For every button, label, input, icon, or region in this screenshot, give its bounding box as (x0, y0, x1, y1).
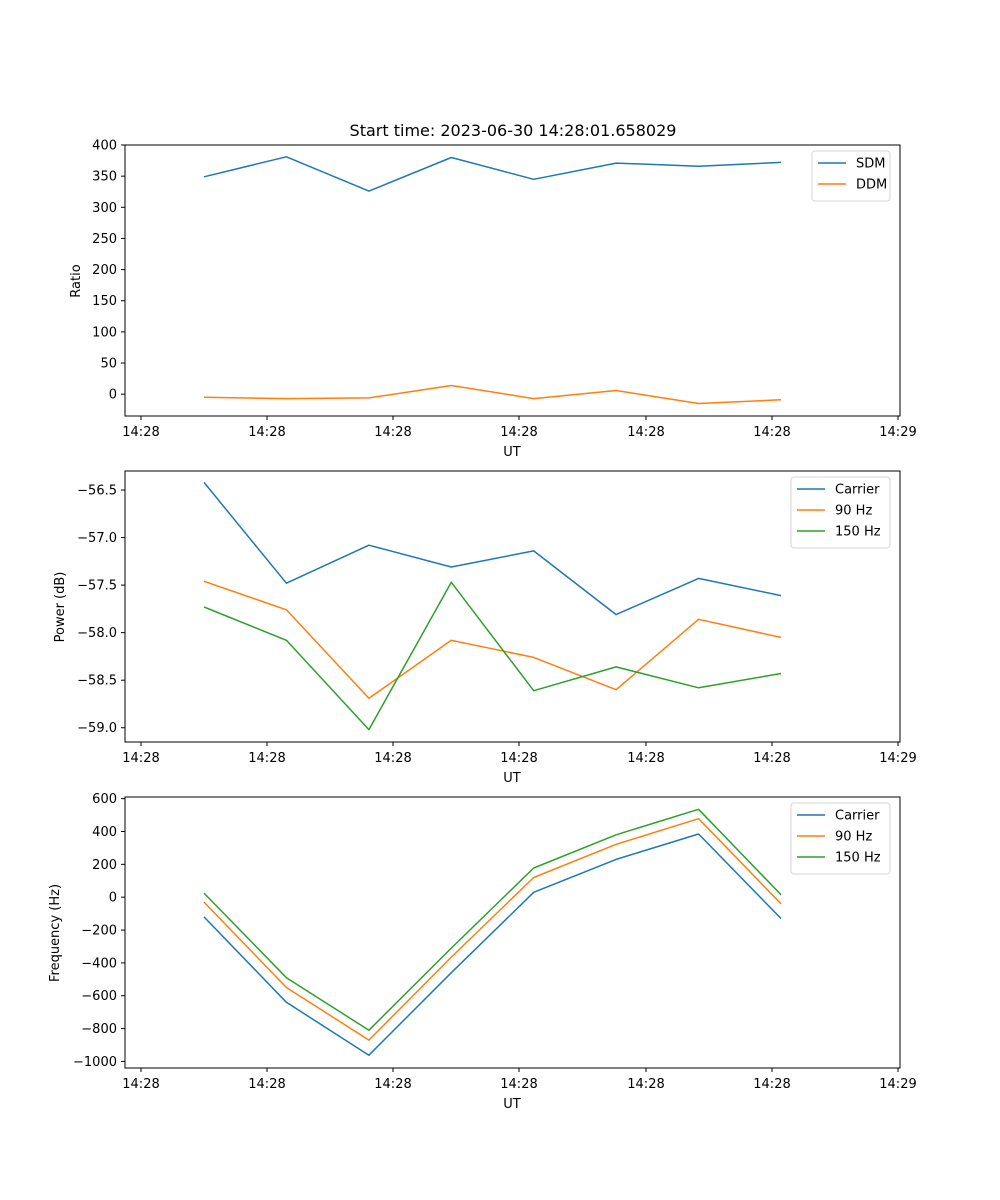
frequency-y-tick-label: 200 (92, 858, 117, 873)
power-x-axis-label: UT (503, 771, 521, 786)
power-legend-label: Carrier (835, 483, 880, 498)
ratio-x-axis-label: UT (503, 445, 521, 460)
power-series-line-carrier (203, 481, 782, 616)
ratio-axes: 14:28 14:28 14:28 14:28 14:28 14:28 14:29 0 50 10… (92, 139, 917, 441)
frequency-y-tick-label: −1000 (73, 1055, 117, 1070)
ratio-y-tick-label: 250 (92, 232, 117, 247)
power-x-tick-label: 14:28 (500, 751, 537, 766)
ratio-series-line-ddm (203, 384, 782, 405)
power-legend-label: 90 Hz (835, 504, 872, 519)
ratio-legend-label: SDM (856, 157, 885, 172)
frequency-y-tick-label: 0 (109, 891, 117, 906)
power-x-tick-label: 14:28 (248, 751, 285, 766)
ratio-y-tick-label: 400 (92, 139, 117, 154)
frequency-x-tick-label: 14:28 (248, 1077, 285, 1092)
ratio-series-line-sdm (203, 156, 782, 192)
frequency-x-tick-label: 14:28 (500, 1077, 537, 1092)
power-series (203, 481, 782, 731)
ratio-y-tick-label: 150 (92, 294, 117, 309)
frequency-y-tick-label: 600 (92, 792, 117, 807)
ratio-x-tick-label: 14:28 (627, 425, 664, 440)
frequency-y-tick-label: −800 (81, 1022, 117, 1037)
power-series-line-150-hz (203, 581, 782, 731)
frequency-x-tick-label: 14:28 (374, 1077, 411, 1092)
frequency-legend-label: Carrier (835, 809, 880, 824)
ratio-y-tick-label: 0 (109, 388, 117, 403)
power-legend: Carrier 90 Hz 150 Hz (790, 476, 891, 549)
ratio-panel: 14:28 14:28 14:28 14:28 14:28 14:28 14:29 0 50 10… (69, 139, 917, 461)
ratio-y-tick-label: 100 (92, 325, 117, 340)
power-x-tick-label: 14:28 (374, 751, 411, 766)
ratio-x-tick-label: 14:28 (753, 425, 790, 440)
power-plot-frame (124, 470, 901, 743)
ratio-series (203, 156, 782, 405)
ratio-x-tick-label: 14:28 (248, 425, 285, 440)
frequency-legend-label: 90 Hz (835, 830, 872, 845)
power-y-tick-label: −57.5 (77, 579, 117, 594)
power-series-line-90-hz (203, 580, 782, 700)
ratio-plot-frame (124, 144, 901, 417)
ratio-y-tick-label: 350 (92, 170, 117, 185)
frequency-x-tick-label: 14:28 (122, 1077, 159, 1092)
frequency-x-tick-label: 14:28 (627, 1077, 664, 1092)
power-y-tick-label: −59.0 (77, 721, 117, 736)
frequency-axes: 14:28 14:28 14:28 14:28 14:28 14:28 14:29 −1000… (73, 792, 917, 1092)
frequency-y-axis-label: Frequency (Hz) (48, 884, 63, 982)
power-x-tick-label: 14:28 (627, 751, 664, 766)
power-x-tick-label: 14:28 (753, 751, 790, 766)
frequency-panel: 14:28 14:28 14:28 14:28 14:28 14:28 14:29 −1000… (48, 792, 917, 1112)
ratio-y-tick-label: 50 (100, 357, 117, 372)
ratio-legend-label: DDM (856, 178, 887, 193)
frequency-series-line-150-hz (203, 808, 782, 1031)
frequency-series (203, 808, 782, 1056)
power-y-tick-label: −56.5 (77, 484, 117, 499)
frequency-y-tick-label: 400 (92, 825, 117, 840)
power-legend-label: 150 Hz (835, 525, 881, 540)
frequency-legend-label: 150 Hz (835, 851, 881, 866)
ratio-y-tick-label: 200 (92, 263, 117, 278)
power-y-axis-label: Power (dB) (53, 572, 68, 643)
figure-title: Start time: 2023-06-30 14:28:01.658029 (350, 121, 677, 140)
ratio-y-axis-label: Ratio (69, 264, 84, 297)
ratio-y-tick-label: 300 (92, 201, 117, 216)
frequency-x-tick-label: 14:29 (879, 1077, 916, 1092)
ratio-legend: SDM DDM (811, 150, 891, 202)
power-x-tick-label: 14:28 (122, 751, 159, 766)
frequency-x-tick-label: 14:28 (753, 1077, 790, 1092)
ratio-x-tick-label: 14:28 (500, 425, 537, 440)
frequency-y-tick-label: −600 (81, 989, 117, 1004)
ratio-x-tick-label: 14:29 (879, 425, 916, 440)
frequency-series-line-carrier (203, 833, 782, 1056)
ratio-x-tick-label: 14:28 (122, 425, 159, 440)
power-y-tick-label: −57.0 (77, 531, 117, 546)
frequency-series-line-90-hz (203, 817, 782, 1041)
frequency-plot-frame (124, 796, 901, 1069)
power-y-tick-label: −58.0 (77, 626, 117, 641)
power-y-tick-label: −58.5 (77, 674, 117, 689)
frequency-x-axis-label: UT (503, 1097, 521, 1112)
power-axes: 14:28 14:28 14:28 14:28 14:28 14:28 14:29 −59.0… (77, 470, 917, 766)
frequency-y-tick-label: −400 (81, 956, 117, 971)
frequency-legend: Carrier 90 Hz 150 Hz (790, 802, 891, 875)
power-panel: 14:28 14:28 14:28 14:28 14:28 14:28 14:29 −59.0… (53, 470, 917, 786)
power-x-tick-label: 14:29 (879, 751, 916, 766)
ratio-x-tick-label: 14:28 (374, 425, 411, 440)
frequency-y-tick-label: −200 (81, 924, 117, 939)
